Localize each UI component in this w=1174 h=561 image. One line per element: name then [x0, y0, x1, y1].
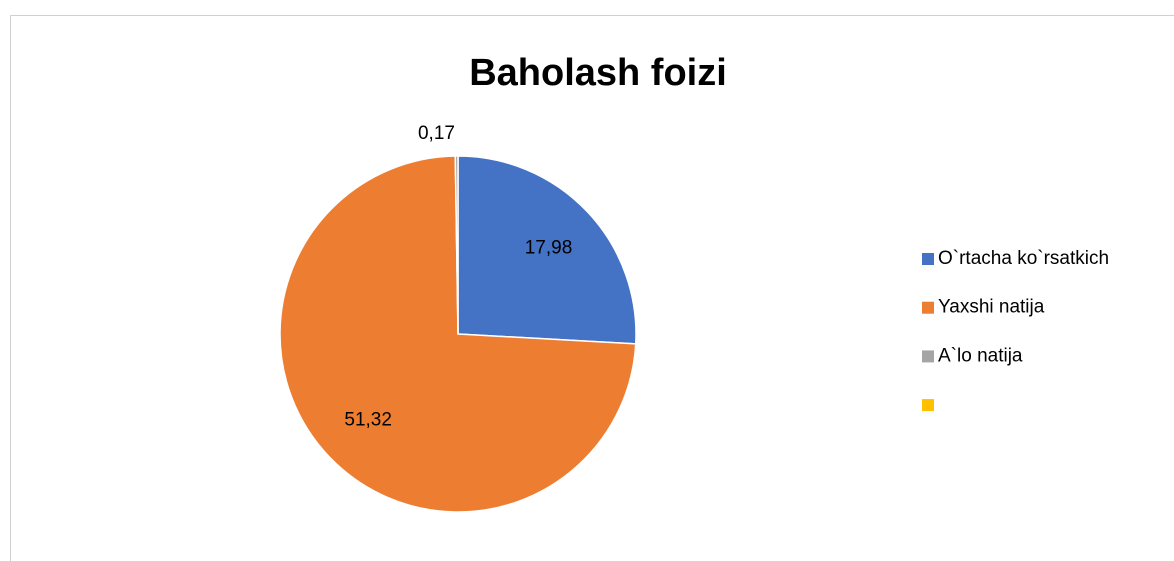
legend-label: A`lo natija: [938, 345, 1023, 366]
legend-label: O`rtacha ko`rsatkich: [938, 248, 1109, 269]
legend-swatch: [922, 301, 934, 314]
legend-swatch: [922, 350, 934, 363]
data-label: 0,17: [418, 123, 455, 144]
data-label: 51,32: [344, 409, 392, 430]
legend-swatch: [922, 399, 934, 412]
pie-slice: [457, 155, 637, 345]
legend-label: Yaxshi natija: [938, 297, 1045, 318]
pie-slice: [454, 155, 459, 335]
chart-title: Baholash foizi: [469, 52, 727, 94]
legend-swatch: [922, 253, 934, 265]
data-label: 17,98: [525, 237, 573, 258]
